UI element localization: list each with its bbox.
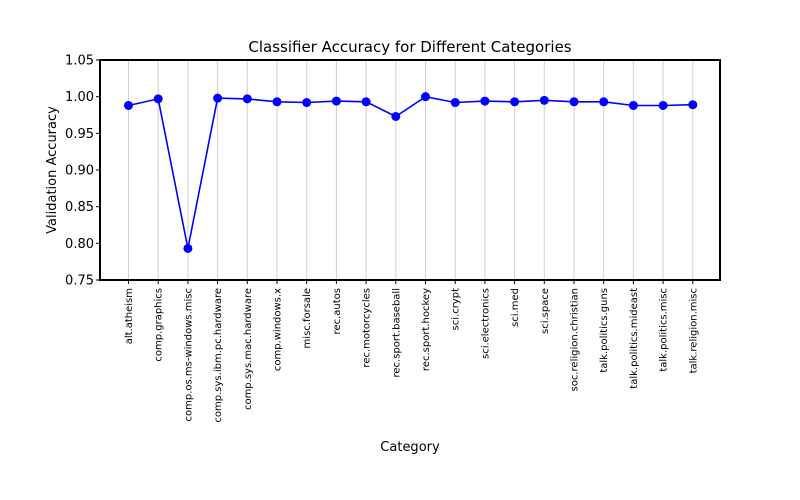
data-point xyxy=(183,243,193,253)
x-tick-label: comp.sys.ibm.pc.hardware xyxy=(213,288,224,423)
x-tick-label: comp.graphics xyxy=(154,288,165,362)
x-tick-label: soc.religion.christian xyxy=(570,288,581,391)
data-point xyxy=(480,96,490,106)
y-axis: 0.75 0.80 0.85 0.90 0.95 1.00 1.05 xyxy=(65,54,100,289)
y-tick-label: 0.80 xyxy=(65,237,94,252)
data-point xyxy=(391,111,401,121)
plot-frame xyxy=(99,59,721,281)
data-point xyxy=(450,98,460,108)
series-line xyxy=(128,95,693,249)
data-point xyxy=(153,94,163,104)
data-point xyxy=(302,98,312,108)
x-tick-label: comp.os.ms-windows.misc xyxy=(183,288,194,422)
x-tick-label: comp.sys.mac.hardware xyxy=(243,288,254,410)
x-axis-label: Category xyxy=(380,440,440,455)
x-tick-label: talk.politics.guns xyxy=(599,288,610,373)
x-tick-label: rec.sport.baseball xyxy=(391,288,402,377)
data-point xyxy=(599,97,609,107)
data-point xyxy=(213,93,223,103)
data-point xyxy=(658,100,668,110)
series-layer xyxy=(124,92,698,253)
data-point xyxy=(124,100,133,110)
data-point xyxy=(421,92,430,102)
y-tick-label: 0.85 xyxy=(65,200,94,215)
data-point xyxy=(331,96,341,106)
x-tick-label: sci.space xyxy=(540,288,551,334)
x-tick-label: talk.politics.misc xyxy=(659,288,670,372)
y-axis-label: Validation Accuracy xyxy=(45,106,60,234)
grid-lines xyxy=(128,60,694,280)
y-tick-label: 0.95 xyxy=(65,127,94,142)
data-point xyxy=(688,100,698,110)
x-tick-label: alt.atheism xyxy=(124,288,135,344)
x-tick-label: sci.med xyxy=(510,288,521,327)
x-tick-label: sci.crypt xyxy=(451,288,462,331)
x-tick-label: sci.electronics xyxy=(480,288,491,359)
x-tick-label: misc.forsale xyxy=(302,288,313,348)
chart-title: Classifier Accuracy for Different Catego… xyxy=(248,38,571,56)
data-point xyxy=(569,97,579,107)
x-tick-label: talk.religion.misc xyxy=(688,288,699,373)
data-point xyxy=(242,94,252,104)
data-point xyxy=(272,97,282,107)
x-axis: alt.atheism comp.graphics comp.os.ms-windo… xyxy=(124,280,699,423)
data-point xyxy=(361,97,371,107)
x-tick-label: talk.politics.mideast xyxy=(629,288,640,389)
y-tick-label: 0.75 xyxy=(65,274,94,289)
x-tick-label: rec.motorcycles xyxy=(362,288,373,368)
x-tick-label: rec.autos xyxy=(332,288,343,334)
data-point xyxy=(510,97,520,107)
y-tick-label: 1.05 xyxy=(65,54,94,69)
data-point xyxy=(539,95,549,105)
x-tick-label: comp.windows.x xyxy=(273,288,284,371)
data-point xyxy=(628,100,638,110)
y-tick-label: 0.90 xyxy=(65,164,94,179)
x-tick-label: rec.sport.hockey xyxy=(421,288,432,371)
y-tick-label: 1.00 xyxy=(65,90,94,105)
